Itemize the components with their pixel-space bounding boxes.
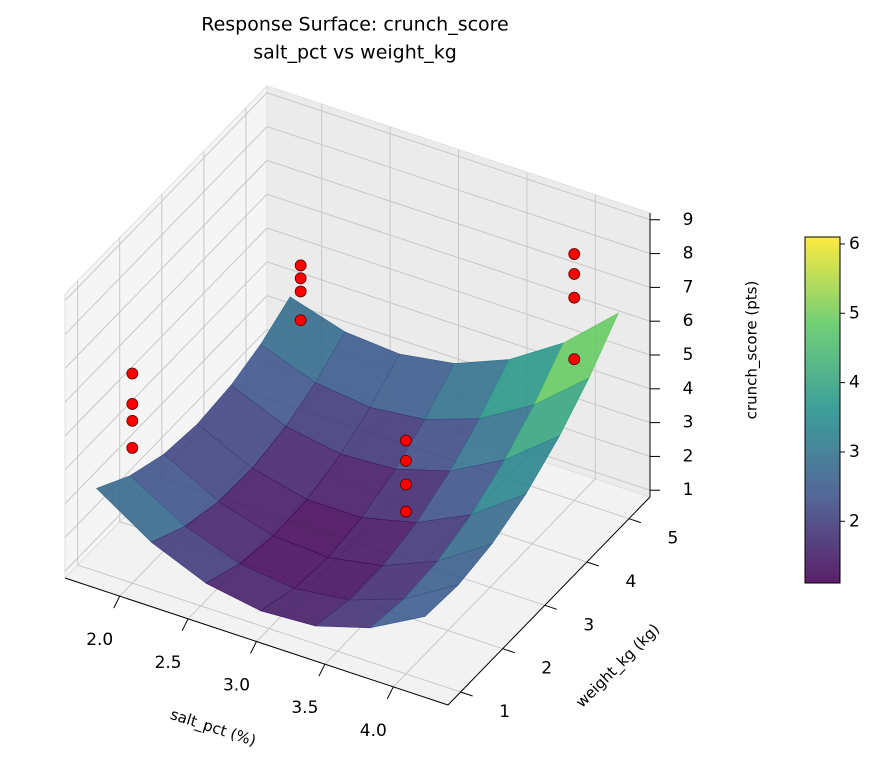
y-tick-label: 3 xyxy=(583,615,594,635)
axis-line xyxy=(64,577,449,706)
grid-line xyxy=(64,160,268,369)
grid-line xyxy=(77,564,461,693)
z-tick-label: 6 xyxy=(683,311,694,331)
data-point xyxy=(568,291,581,304)
axis-line xyxy=(447,496,651,706)
z-tick-label: 2 xyxy=(683,446,694,466)
grid-line xyxy=(64,329,268,538)
data-point xyxy=(400,478,412,491)
data-point xyxy=(126,442,139,454)
colorbar: 2 3 4 5 6 xyxy=(804,234,860,584)
y-tick-label: 1 xyxy=(499,702,510,722)
z-tick-label: 3 xyxy=(683,413,694,433)
x-tick xyxy=(386,686,394,700)
grid-line xyxy=(64,295,268,504)
x-tick-label: 3.0 xyxy=(223,676,250,696)
data-point xyxy=(400,505,412,518)
grid-line xyxy=(64,261,268,471)
x-tick-label: 4.0 xyxy=(360,721,387,741)
data-point xyxy=(126,414,139,427)
colorbar-tick-label: 5 xyxy=(849,303,860,323)
grid-line xyxy=(266,193,651,322)
x-tick xyxy=(318,663,326,677)
x-tick-label: 2.5 xyxy=(155,653,182,673)
data-point xyxy=(126,367,139,380)
grid-line xyxy=(266,126,651,255)
y-tick xyxy=(544,604,557,610)
data-point xyxy=(400,454,412,467)
y-tick xyxy=(586,561,600,567)
data-point xyxy=(568,248,581,260)
x-tick-label: 3.5 xyxy=(291,698,318,718)
data-point xyxy=(568,268,581,280)
colorbar-fill xyxy=(805,237,840,583)
z-tick-label: 7 xyxy=(683,277,694,297)
grid-line xyxy=(392,478,596,688)
z-tick-label: 1 xyxy=(683,480,694,500)
y-tick-label: 4 xyxy=(625,572,636,592)
z-axis-label: crunch_score (pts) xyxy=(743,281,762,420)
data-point xyxy=(294,285,307,298)
grid-line xyxy=(266,295,651,424)
plot-area xyxy=(96,248,620,629)
colorbar-frame xyxy=(804,236,841,584)
y-tick xyxy=(460,691,473,697)
data-point xyxy=(126,398,139,410)
data-point xyxy=(294,314,307,327)
y-tick xyxy=(628,518,642,524)
y-tick xyxy=(502,648,515,654)
chart-subtitle: salt_pct vs weight_kg xyxy=(253,42,457,64)
grid-line xyxy=(64,193,268,403)
x-tick xyxy=(181,618,189,632)
x-tick xyxy=(250,641,257,654)
grid-line xyxy=(266,92,651,221)
grid-line xyxy=(266,159,651,288)
colorbar-tick-label: 4 xyxy=(849,373,860,393)
data-point xyxy=(400,434,412,447)
surface-patch xyxy=(369,584,459,629)
chart-title: Response Surface: crunch_score xyxy=(201,14,509,36)
y-tick-label: 5 xyxy=(668,529,679,549)
y-tick-label: 2 xyxy=(541,659,552,679)
data-point xyxy=(294,272,307,285)
z-tick-label: 8 xyxy=(683,244,694,264)
colorbar-tick-label: 6 xyxy=(849,234,860,254)
data-point xyxy=(568,353,581,366)
grid-line xyxy=(64,92,268,302)
data-point xyxy=(294,259,307,272)
z-tick-label: 4 xyxy=(683,379,694,399)
colorbar-tick-label: 3 xyxy=(849,442,860,462)
colorbar-tick-label: 2 xyxy=(849,511,860,531)
grid-line xyxy=(64,126,268,335)
z-tick-label: 9 xyxy=(683,210,694,230)
z-tick-label: 5 xyxy=(683,345,694,365)
grid-line xyxy=(64,227,268,437)
x-tick xyxy=(113,595,121,609)
x-tick-label: 2.0 xyxy=(86,630,113,650)
